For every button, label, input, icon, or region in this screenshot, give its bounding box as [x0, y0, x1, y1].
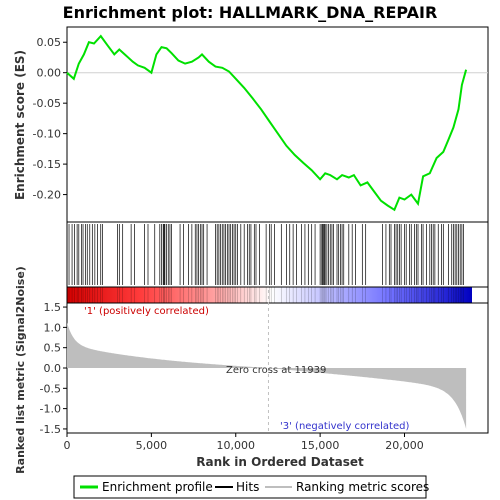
x-tick-label: 10,000	[217, 439, 256, 452]
legend-enrichment-label: Enrichment profile	[102, 480, 213, 494]
es-y-tick-label: 0.00	[37, 67, 62, 80]
metric-y-tick-label: 0.0	[44, 362, 62, 375]
metric-y-tick-label: -0.5	[40, 382, 61, 395]
rank-color-band	[67, 287, 472, 303]
negative-correlation-label: '3' (negatively correlated)	[280, 421, 409, 432]
hits-panel-frame	[66, 221, 489, 288]
zero-cross-label: Zero cross at 11939	[226, 365, 326, 376]
legend-box	[73, 475, 427, 499]
legend-metric-label: Ranking metric scores	[296, 480, 429, 494]
x-tick-label: 20,000	[385, 439, 424, 452]
metric-y-tick-label: 1.5	[44, 301, 62, 314]
legend-hits-label: Hits	[236, 480, 259, 494]
es-y-tick-label: -0.05	[33, 97, 61, 110]
x-tick-label: 5,000	[136, 439, 168, 452]
es-y-tick-label: -0.10	[33, 128, 61, 141]
x-axis-label: Rank in Ordered Dataset	[196, 455, 364, 469]
x-axis: 0 5,000 10,000 15,000 20,000	[64, 433, 424, 452]
metric-y-tick-label: -1.0	[40, 403, 61, 416]
ranking-metric-area	[67, 322, 467, 429]
metric-y-axis-label: Ranked list metric (Signal2Noise)	[14, 266, 27, 474]
es-y-tick-label: 0.05	[37, 36, 62, 49]
metric-y-tick-label: 0.5	[44, 342, 62, 355]
positive-correlation-label: '1' (positively correlated)	[84, 306, 209, 317]
hits-markers	[68, 224, 464, 285]
es-y-tick-label: -0.15	[33, 158, 61, 171]
enrichment-profile-line	[66, 34, 468, 212]
x-tick-label: 15,000	[301, 439, 340, 452]
es-y-axis-label: Enrichment score (ES)	[13, 50, 27, 200]
metric-y-tick-label: 1.0	[44, 321, 62, 334]
es-y-tick-label: -0.20	[33, 189, 61, 202]
es-panel-frame	[66, 26, 489, 223]
metric-y-axis: 1.5 1.0 0.5 0.0 -0.5 -1.0 -1.5	[40, 301, 67, 436]
metric-y-tick-label: -1.5	[40, 423, 61, 436]
chart-title: Enrichment plot: HALLMARK_DNA_REPAIR	[63, 3, 438, 22]
x-tick-label: 0	[64, 439, 71, 452]
rank-band-hit-stripes	[68, 287, 464, 303]
es-y-axis: 0.05 0.00 -0.05 -0.10 -0.15 -0.20	[33, 36, 67, 202]
